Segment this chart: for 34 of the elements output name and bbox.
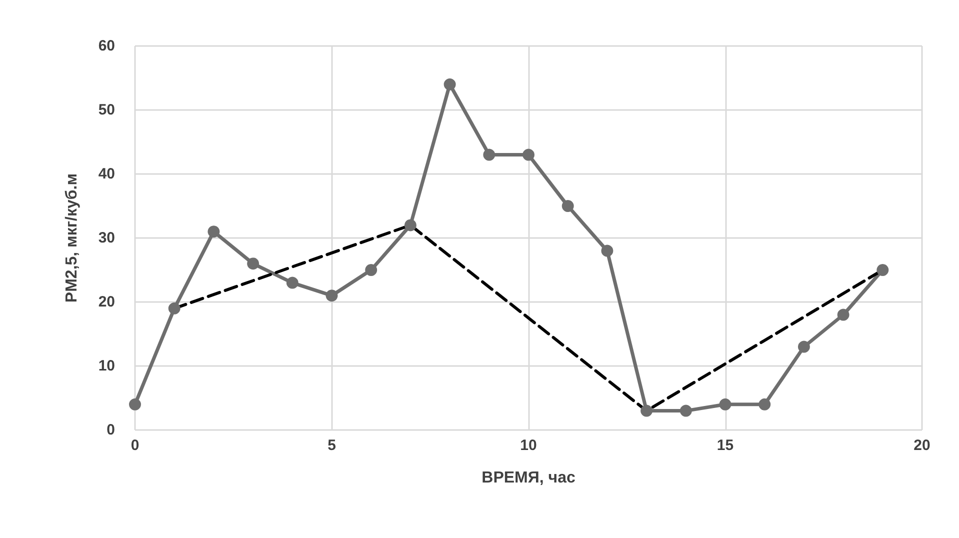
y-tick-label: 20 xyxy=(98,294,115,310)
point xyxy=(876,264,889,276)
y-axis-title: PM2,5, мкг/куб.м xyxy=(64,173,80,303)
point xyxy=(444,78,456,90)
x-tick-label: 0 xyxy=(130,437,140,454)
y-tick-label: 40 xyxy=(98,166,115,182)
point xyxy=(719,398,732,410)
x-axis-title: ВРЕМЯ, час xyxy=(482,470,576,486)
point xyxy=(798,340,810,353)
point xyxy=(522,148,534,161)
x-tick-label: 20 xyxy=(914,437,930,454)
y-tick-label: 50 xyxy=(98,102,115,118)
point xyxy=(365,264,378,276)
point xyxy=(326,290,338,302)
point xyxy=(208,226,220,238)
point xyxy=(483,148,496,161)
point xyxy=(562,200,574,212)
y-tick-label: 60 xyxy=(98,38,115,54)
point xyxy=(837,308,850,321)
point xyxy=(168,302,180,314)
y-tick-label: 0 xyxy=(106,422,115,438)
y-tick-label: 30 xyxy=(98,230,115,246)
point xyxy=(404,219,416,232)
point xyxy=(286,276,298,289)
x-tick-label: 15 xyxy=(716,437,734,454)
x-tick-label: 5 xyxy=(328,437,336,454)
point xyxy=(247,258,260,270)
point xyxy=(640,404,653,417)
point xyxy=(680,404,692,417)
y-tick-label: 10 xyxy=(98,358,115,374)
point xyxy=(601,244,614,257)
point xyxy=(129,398,141,410)
point xyxy=(758,398,771,410)
x-tick-label: 10 xyxy=(520,437,537,454)
